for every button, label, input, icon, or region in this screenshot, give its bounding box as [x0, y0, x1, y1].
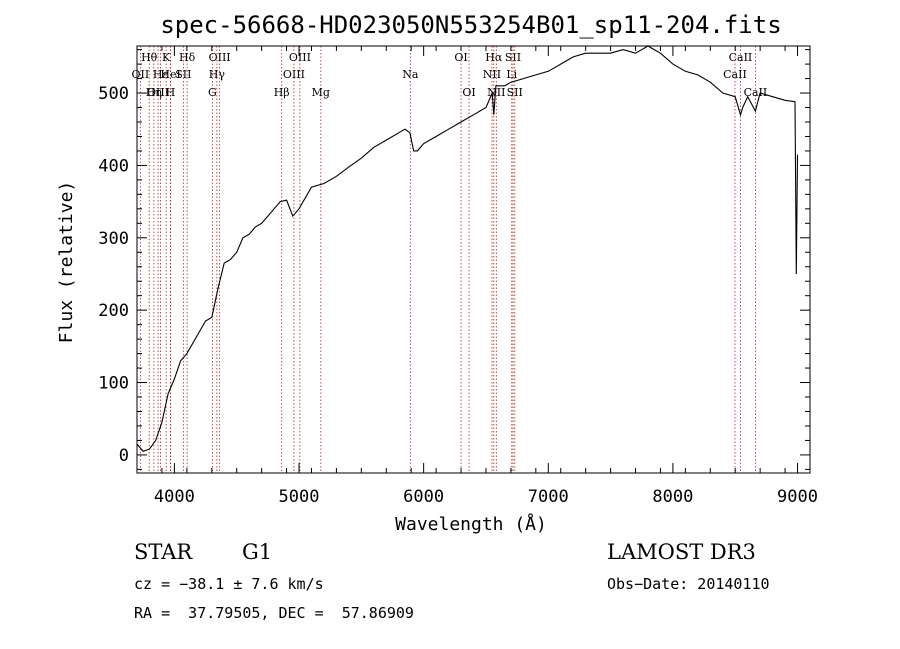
- line-marker-label-14: OIII: [289, 51, 311, 64]
- spectrum-series-line: [136, 45, 799, 452]
- plot-frame: [136, 45, 811, 474]
- object-subclass: G1: [242, 540, 273, 564]
- line-marker-label-24: NII: [487, 86, 505, 99]
- line-marker-label-20: Hα: [485, 51, 503, 64]
- object-class: STAR: [134, 540, 193, 564]
- line-marker-label-28: CaII: [744, 86, 768, 99]
- x-tick-label-3: 7000: [528, 487, 569, 507]
- chart-title: spec-56668-HD023050N553254B01_sp11-204.f…: [160, 11, 781, 39]
- line-marker-label-25: SII: [507, 86, 523, 99]
- x-tick-label-2: 6000: [403, 487, 444, 507]
- line-marker-label-15: OIII: [283, 68, 305, 81]
- survey-label: LAMOST DR3: [607, 540, 756, 564]
- line-marker-label-10: OIII: [209, 51, 231, 64]
- line-marker-label-27: CaII: [723, 68, 747, 81]
- line-marker-label-1: OII: [132, 68, 150, 81]
- line-marker-label-12: G: [208, 86, 217, 99]
- line-marker-label-17: Na: [402, 68, 419, 81]
- x-tick-label-0: 4000: [154, 487, 195, 507]
- line-marker-label-5: K: [162, 51, 171, 64]
- line-marker-label-7: H: [166, 86, 176, 99]
- line-marker-label-13: Hβ: [274, 86, 290, 99]
- axis-ticks: 4000 5000 6000 7000 8000 9000 0 100 200 300 400 500: [98, 46, 818, 507]
- line-marker-label-22: NII: [483, 68, 501, 81]
- y-tick-label-4: 400: [98, 156, 129, 176]
- y-tick-label-5: 500: [98, 84, 129, 104]
- line-marker-label-8: Hδ: [179, 51, 196, 64]
- coordinates: RA = 37.79505, DEC = 57.86909: [134, 604, 414, 622]
- line-marker-label-16: Mg: [312, 86, 330, 99]
- line-marker-label-3: Hε: [153, 68, 169, 81]
- line-marker-label-23: Li: [506, 68, 517, 81]
- line-marker-label-2: OIII: [147, 86, 169, 99]
- line-marker-label-9: SII: [175, 68, 191, 81]
- y-tick-label-3: 300: [98, 229, 129, 249]
- redshift-velocity: cz = −38.1 ± 7.6 km/s: [134, 575, 324, 593]
- line-marker-label-18: OI: [454, 51, 467, 64]
- line-marker-label-0: Hθ: [141, 51, 158, 64]
- observation-date: Obs−Date: 20140110: [607, 575, 770, 593]
- y-tick-label-0: 0: [119, 446, 129, 466]
- line-marker-label-21: SII: [505, 51, 521, 64]
- x-tick-label-5: 9000: [777, 487, 818, 507]
- line-marker-label-19: OI: [462, 86, 475, 99]
- y-axis-label: Flux (relative): [56, 181, 77, 344]
- x-axis-label: Wavelength (Å): [395, 513, 547, 535]
- y-tick-label-2: 200: [98, 301, 129, 321]
- line-marker-label-26: CaII: [729, 51, 753, 64]
- x-tick-label-1: 5000: [279, 487, 320, 507]
- y-tick-label-1: 100: [98, 374, 129, 394]
- x-tick-label-4: 8000: [652, 487, 693, 507]
- line-marker-label-4: Hη: [146, 86, 162, 99]
- line-marker-label-11: Hγ: [209, 68, 226, 81]
